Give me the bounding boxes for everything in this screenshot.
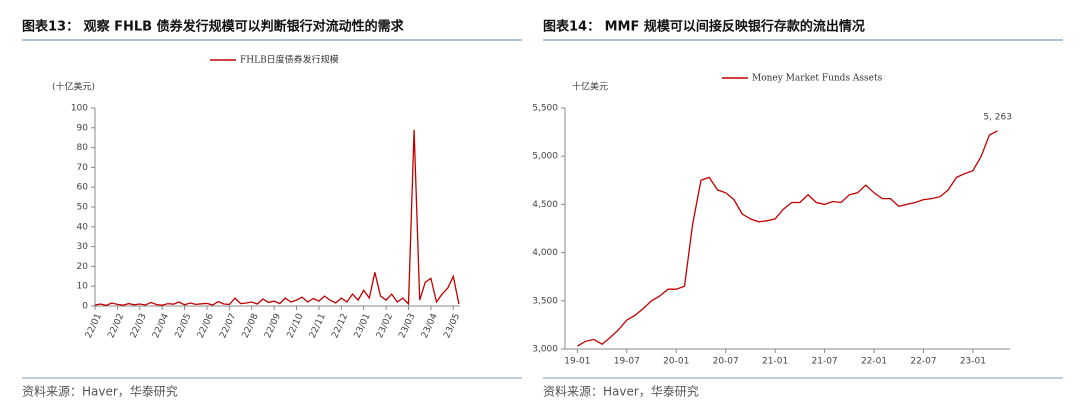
x-tick-label: 23/05 [442,312,462,340]
x-tick-label: 21-01 [762,357,788,367]
y-tick-label: 90 [77,123,89,133]
chart-title: 图表14： MMF 规模可以间接反映银行存款的流出情况 [543,19,865,35]
y-tick-label: 4,500 [532,200,558,210]
y-tick-label: 20 [77,262,89,272]
x-tick-label: 23/04 [420,312,440,340]
x-tick-label: 22/11 [308,312,328,340]
x-tick-label: 19-01 [564,357,590,367]
x-tick-label: 22/09 [263,312,283,340]
y-tick-label: 80 [77,143,89,153]
x-tick-label: 23/01 [353,312,373,340]
y-tick-label: 50 [77,203,89,213]
y-tick-label: 3,500 [532,296,558,306]
x-tick-label: 22/12 [330,312,350,340]
source: 资料来源：Haver，华泰研究 [543,384,699,399]
series-line [94,129,460,307]
annotation: 5, 263 [983,112,1012,122]
x-tick-label: 21-07 [812,357,838,367]
x-tick-label: 22/05 [174,312,194,340]
y-tick-label: 100 [71,104,88,114]
legend-label: FHLB日度债券发行规模 [240,54,339,66]
y-tick-label: 5,000 [532,152,558,162]
x-tick-label: 22/02 [106,312,126,340]
source: 资料来源：Haver，华泰研究 [22,384,178,399]
legend-label: Money Market Funds Assets [752,74,883,84]
y-tick-label: 5,500 [532,104,558,114]
y-tick-label: 60 [77,183,89,193]
x-tick-label: 22/01 [84,312,104,340]
y-tick-label: 10 [77,282,89,292]
x-tick-label: 22/10 [285,312,305,340]
x-tick-label: 22-07 [910,357,936,367]
x-tick-label: 22/07 [218,312,238,340]
x-tick-label: 22/08 [241,312,261,340]
y-tick-label: 3,000 [532,345,558,355]
x-tick-label: 23/03 [397,312,417,340]
y-tick-label: 70 [77,163,89,173]
x-tick-label: 22/04 [151,312,171,340]
chart-title: 图表13： 观察 FHLB 债券发行规模可以判断银行对流动性的需求 [22,19,405,35]
y-tick-label: 4,000 [532,248,558,258]
y-axis-label: 十亿美元 [572,81,608,93]
series-line [577,130,998,347]
x-tick-label: 20-07 [713,357,739,367]
y-tick-label: 0 [82,302,88,312]
x-tick-label: 20-01 [663,357,689,367]
y-tick-label: 30 [77,242,89,252]
x-tick-label: 23-01 [960,357,986,367]
x-tick-label: 22/06 [196,312,216,340]
y-tick-label: 40 [77,222,89,232]
x-tick-label: 23/02 [375,312,395,340]
x-tick-label: 19-07 [614,357,640,367]
x-tick-label: 22/03 [129,312,149,340]
x-tick-label: 22-01 [861,357,887,367]
y-axis-label: (十亿美元) [52,81,95,93]
